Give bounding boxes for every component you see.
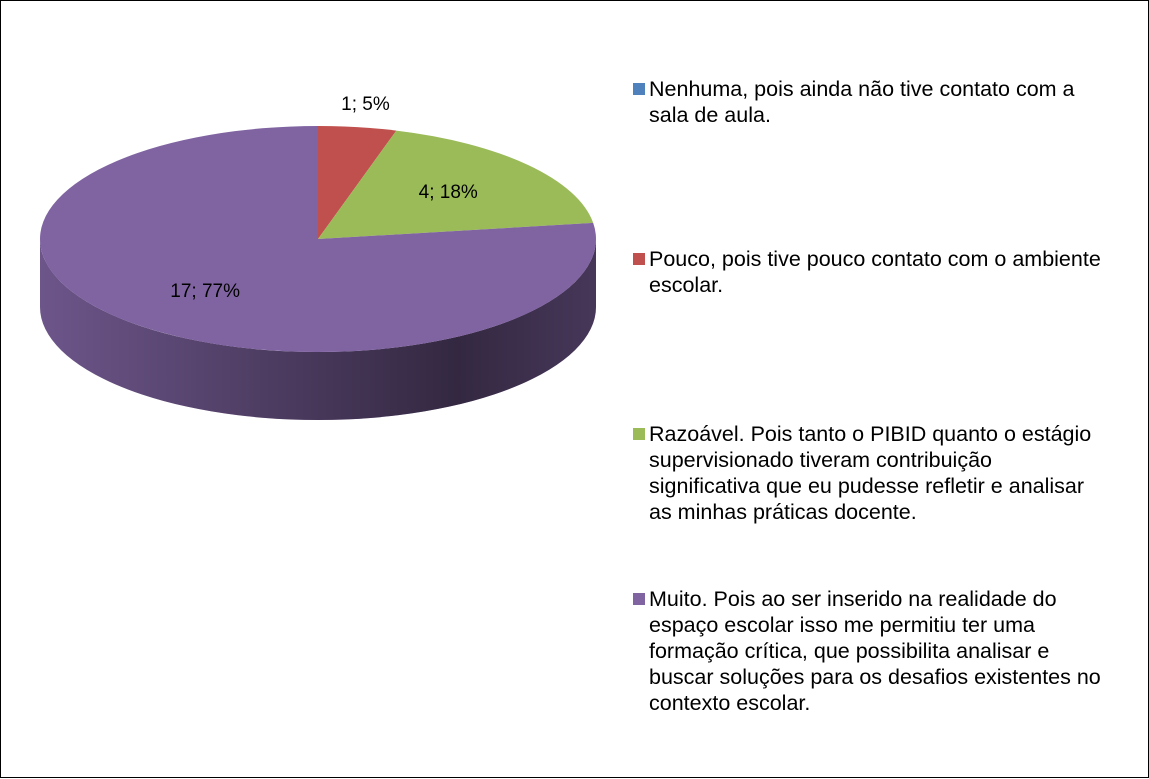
legend-swatch — [633, 83, 645, 95]
legend-entry: Muito. Pois ao ser inserido na realidade… — [633, 586, 1103, 716]
data-label: 1; 5% — [341, 94, 390, 115]
legend-label: Razoável. Pois tanto o PIBID quanto o es… — [649, 422, 1092, 524]
data-label: 4; 18% — [419, 182, 478, 203]
slice — [318, 126, 397, 239]
data-label: 17; 77% — [170, 281, 240, 302]
legend-label: Pouco, pois tive pouco contato com o amb… — [649, 247, 1101, 297]
legend-label: Muito. Pois ao ser inserido na realidade… — [649, 587, 1101, 715]
legend-swatch — [633, 428, 645, 440]
slice — [318, 130, 594, 239]
side-shade — [40, 239, 596, 420]
legend-swatch — [633, 253, 645, 265]
legend-entry: Nenhuma, pois ainda não tive contato com… — [633, 76, 1103, 128]
slice — [40, 126, 597, 352]
legend-swatch — [633, 593, 645, 605]
legend-entry: Razoável. Pois tanto o PIBID quanto o es… — [633, 421, 1103, 525]
legend-label: Nenhuma, pois ainda não tive contato com… — [649, 77, 1075, 127]
legend-entry: Pouco, pois tive pouco contato com o amb… — [633, 246, 1103, 298]
